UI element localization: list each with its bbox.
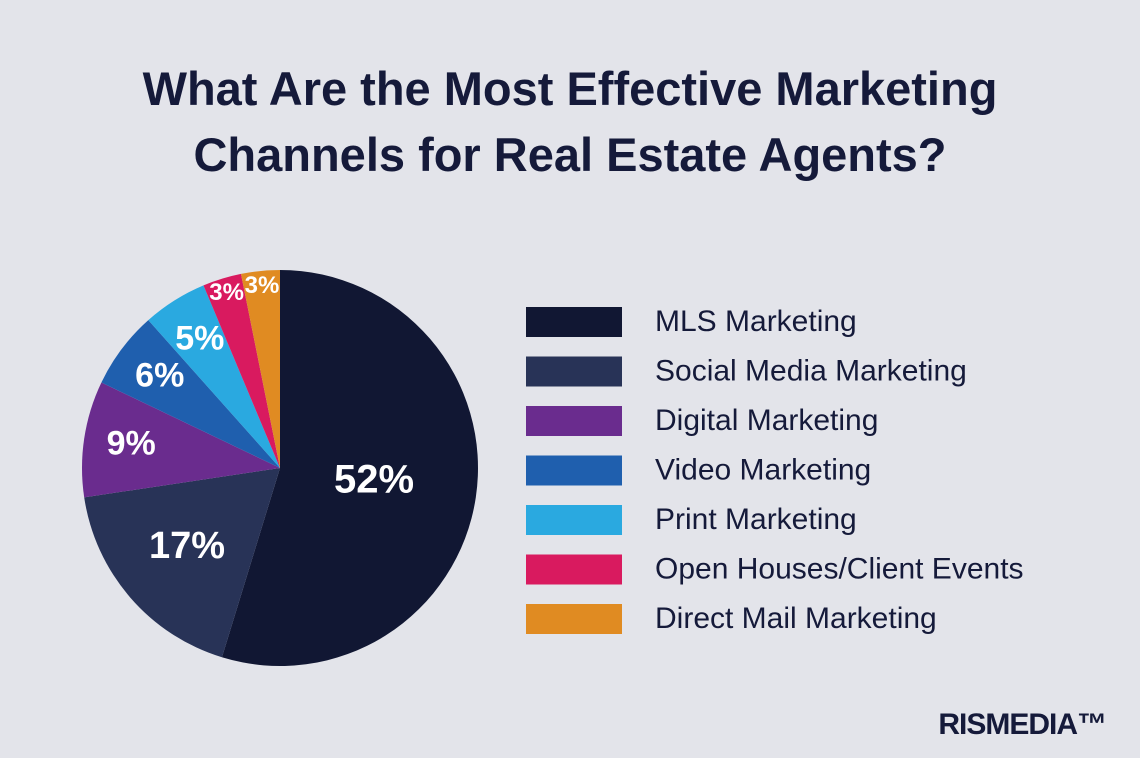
legend-swatch <box>526 406 622 436</box>
legend-label: Open Houses/Client Events <box>655 552 1024 585</box>
legend-swatch <box>526 505 622 535</box>
legend-label: Social Media Marketing <box>655 354 967 387</box>
legend-label: Video Marketing <box>655 453 871 486</box>
pie-slice <box>82 382 280 498</box>
pie-slice <box>148 285 280 468</box>
pie-slice <box>84 468 280 658</box>
pie-slice <box>101 320 281 468</box>
chart-title: What Are the Most Effective Marketing Ch… <box>142 62 998 181</box>
data-label: 6% <box>135 357 184 395</box>
legend-swatch <box>526 604 622 634</box>
legend-swatch <box>526 455 622 486</box>
legend-swatch <box>526 554 622 585</box>
legend-swatch <box>526 307 622 337</box>
legend-label: Direct Mail Marketing <box>655 602 937 635</box>
data-label: 3% <box>245 272 280 299</box>
data-label: 52% <box>334 458 414 502</box>
brand-logo: RISMEDIA™ <box>938 708 1107 741</box>
data-label: 5% <box>175 320 224 358</box>
legend-label: Print Marketing <box>655 503 857 536</box>
data-label: 3% <box>209 279 244 306</box>
legend-swatch <box>526 356 622 387</box>
data-label: 9% <box>107 425 156 463</box>
data-label: 17% <box>149 525 225 567</box>
pie-slice <box>203 273 280 468</box>
legend-label: MLS Marketing <box>655 305 857 338</box>
legend-label: Digital Marketing <box>655 404 878 437</box>
pie-slice <box>221 270 478 666</box>
pie-slice <box>240 270 280 468</box>
